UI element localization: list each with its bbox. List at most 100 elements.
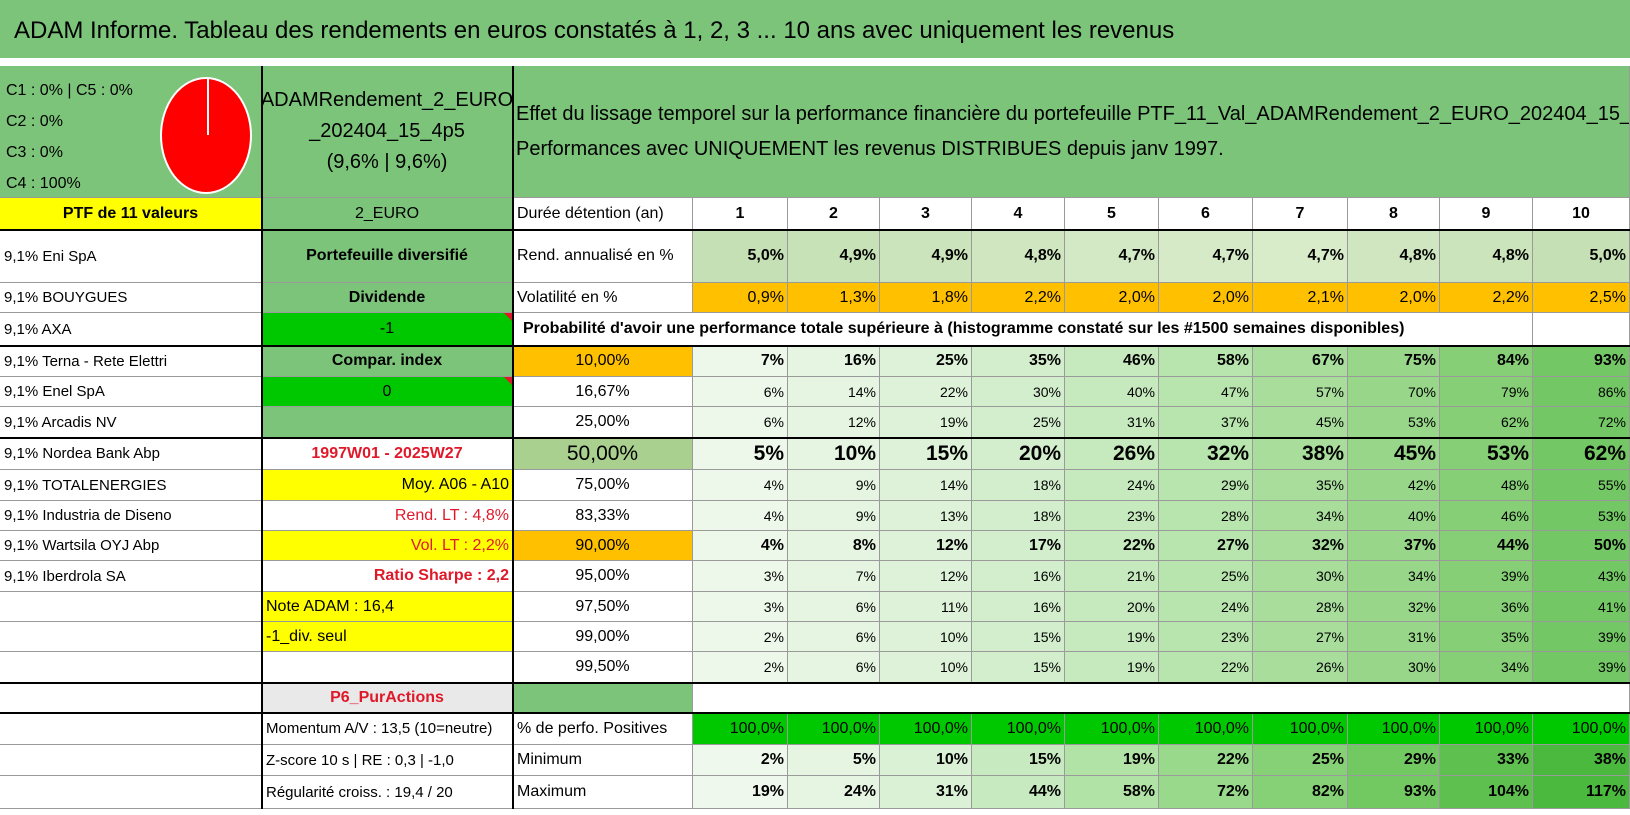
probability-value: 34% (1348, 561, 1440, 592)
probability-value: 53% (1440, 438, 1533, 470)
vol-value: 2,0% (1065, 283, 1159, 313)
probability-value: 53% (1533, 501, 1630, 531)
positives-label: % de perfo. Positives (513, 713, 693, 745)
probability-value: 4% (693, 501, 788, 531)
empty-cell (0, 652, 262, 683)
rend-label: Rend. annualisé en % (513, 230, 693, 283)
probability-value: 9% (788, 501, 880, 531)
positives-value: 100,0% (1440, 713, 1533, 745)
fund-name-line1: ADAMRendement_2_EURO (262, 89, 513, 111)
probability-value: 35% (1440, 622, 1533, 652)
maximum-value: 19% (693, 776, 788, 809)
rend-value: 4,9% (788, 230, 880, 283)
year-header: 1 (693, 198, 788, 230)
vol-value: 1,8% (880, 283, 972, 313)
probability-header: Probabilité d'avoir une performance tota… (513, 313, 1533, 346)
class-line: C2 : 0% (6, 113, 63, 130)
info-div-seul: -1_div. seul (262, 622, 513, 652)
probability-value: 31% (1348, 622, 1440, 652)
empty-cell (0, 622, 262, 652)
info-moy: Moy. A06 - A10 (262, 470, 513, 501)
vol-value: 2,2% (1440, 283, 1533, 313)
minimum-value: 29% (1348, 745, 1440, 776)
probability-value: 16% (972, 561, 1065, 592)
probability-value: 24% (1159, 592, 1253, 622)
probability-threshold: 97,50% (513, 592, 693, 622)
minimum-value: 33% (1440, 745, 1533, 776)
probability-value: 17% (972, 531, 1065, 561)
probability-value: 18% (972, 470, 1065, 501)
row-separator (0, 229, 1630, 231)
probability-value: 27% (1159, 531, 1253, 561)
probability-value: 10% (880, 622, 972, 652)
probability-value: 70% (1348, 377, 1440, 407)
vol-label: Volatilité en % (513, 283, 693, 313)
probability-value: 23% (1159, 622, 1253, 652)
vol-value: 2,0% (1348, 283, 1440, 313)
probability-value: 18% (972, 501, 1065, 531)
probability-value: 46% (1065, 346, 1159, 377)
probability-value: 7% (788, 561, 880, 592)
probability-value: 36% (1440, 592, 1533, 622)
probability-value: 45% (1253, 407, 1348, 438)
positives-value: 100,0% (1348, 713, 1440, 745)
probability-value: 32% (1348, 592, 1440, 622)
rend-value: 4,9% (880, 230, 972, 283)
holding-row: 9,1% Eni SpA (0, 230, 262, 283)
probability-threshold: 99,50% (513, 652, 693, 683)
vol-value: 2,1% (1253, 283, 1348, 313)
probability-value: 75% (1348, 346, 1440, 377)
rend-value: 5,0% (693, 230, 788, 283)
probability-value: 19% (1065, 622, 1159, 652)
maximum-value: 117% (1533, 776, 1630, 809)
minimum-value: 25% (1253, 745, 1348, 776)
minimum-value: 19% (1065, 745, 1159, 776)
empty-cell (0, 713, 262, 745)
minimum-value: 2% (693, 745, 788, 776)
minimum-value: 10% (880, 745, 972, 776)
probability-value: 3% (693, 592, 788, 622)
probability-value: 30% (1348, 652, 1440, 683)
probability-value: 86% (1533, 377, 1630, 407)
probability-value: 11% (880, 592, 972, 622)
year-header: 2 (788, 198, 880, 230)
vol-value: 2,5% (1533, 283, 1630, 313)
maximum-value: 24% (788, 776, 880, 809)
probability-value: 15% (880, 438, 972, 470)
holding-row: 9,1% Wartsila OYJ Abp (0, 531, 262, 561)
positives-value: 100,0% (1533, 713, 1630, 745)
info-blank (262, 407, 513, 438)
probability-value: 12% (880, 561, 972, 592)
vol-value: 2,0% (1159, 283, 1253, 313)
probability-value: 6% (788, 592, 880, 622)
column-separator (261, 66, 263, 809)
probability-value: 6% (788, 652, 880, 683)
fund-rates: (9,6% | 9,6%) (326, 151, 448, 173)
probability-value: 9% (788, 470, 880, 501)
probability-value: 43% (1533, 561, 1630, 592)
report-title: ADAM Informe. Tableau des rendements en … (0, 0, 1630, 62)
probability-value: 39% (1440, 561, 1533, 592)
probability-threshold: 95,00% (513, 561, 693, 592)
probability-value: 34% (1253, 501, 1348, 531)
info-minus-one: -1 (262, 313, 513, 346)
probability-value: 27% (1253, 622, 1348, 652)
year-header: 10 (1533, 198, 1630, 230)
probability-value: 39% (1533, 652, 1630, 683)
positives-value: 100,0% (693, 713, 788, 745)
holding-row: 9,1% AXA (0, 313, 262, 346)
probability-value: 62% (1533, 438, 1630, 470)
year-header: 3 (880, 198, 972, 230)
probability-value: 67% (1253, 346, 1348, 377)
class-line: C3 : 0% (6, 144, 63, 161)
empty-cell (0, 592, 262, 622)
rend-value: 4,8% (972, 230, 1065, 283)
blank-green-cell (513, 683, 693, 713)
probability-value: 39% (1533, 622, 1630, 652)
probability-value: 14% (880, 470, 972, 501)
vol-value: 0,9% (693, 283, 788, 313)
probability-value: 40% (1348, 501, 1440, 531)
holding-row: 9,1% Arcadis NV (0, 407, 262, 438)
maximum-value: 44% (972, 776, 1065, 809)
positives-value: 100,0% (1065, 713, 1159, 745)
